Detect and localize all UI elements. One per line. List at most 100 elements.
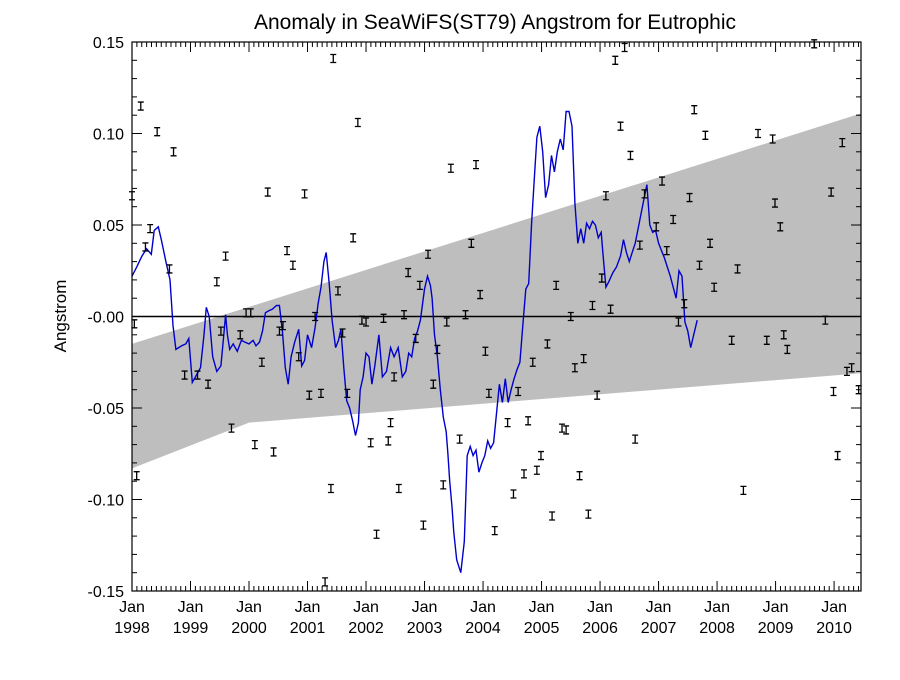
data-point-8	[170, 147, 177, 157]
x-tick-month-label: Jan	[119, 599, 145, 616]
data-point-114	[763, 335, 770, 345]
data-point-44	[380, 313, 387, 323]
data-point-112	[740, 485, 747, 495]
data-point-19	[251, 439, 258, 450]
data-point-26	[289, 260, 296, 270]
data-point-95	[632, 434, 639, 444]
data-point-40	[358, 315, 365, 325]
data-point-121	[822, 315, 829, 325]
data-point-94	[627, 150, 634, 161]
data-point-104	[686, 192, 693, 203]
data-point-105	[691, 105, 698, 115]
data-point-43	[373, 529, 380, 539]
data-point-51	[412, 333, 419, 344]
data-point-100	[663, 245, 670, 256]
data-point-74	[533, 465, 540, 475]
data-point-10	[194, 370, 201, 380]
data-point-63	[473, 159, 480, 170]
data-point-53	[420, 520, 427, 530]
data-point-58	[443, 317, 450, 327]
x-tick-month-label: Jan	[646, 599, 672, 616]
data-point-62	[468, 238, 475, 248]
data-point-39	[354, 117, 361, 128]
data-point-22	[270, 447, 277, 457]
data-point-23	[276, 326, 283, 336]
y-axis-title: Angstrom	[51, 280, 70, 353]
data-point-119	[784, 344, 791, 355]
x-tick-month-label: Jan	[178, 599, 204, 616]
data-point-42	[367, 438, 374, 448]
data-point-69	[510, 489, 517, 499]
data-point-91	[612, 55, 619, 65]
data-point-32	[322, 577, 329, 587]
x-tick-month-label: Jan	[529, 599, 555, 616]
x-tick-year-label: 2008	[699, 620, 735, 637]
data-point-86	[589, 300, 596, 311]
data-point-127	[848, 363, 855, 373]
x-tick-month-label: Jan	[470, 599, 496, 616]
data-point-79	[559, 423, 566, 433]
x-tick-year-label: 2009	[758, 620, 794, 637]
data-point-37	[344, 388, 351, 399]
data-point-46	[387, 417, 394, 428]
x-tick-year-label: 1999	[173, 620, 209, 637]
data-point-77	[549, 511, 556, 521]
x-tick-month-label: Jan	[587, 599, 613, 616]
data-point-109	[711, 282, 718, 292]
data-point-30	[312, 311, 319, 322]
data-point-83	[576, 471, 583, 481]
data-point-117	[777, 222, 784, 232]
data-point-7	[166, 264, 173, 274]
data-point-103	[681, 299, 688, 309]
data-point-45	[385, 436, 392, 446]
data-point-16	[237, 330, 244, 340]
data-point-106	[696, 260, 703, 270]
y-tick-label: -0.05	[88, 401, 125, 418]
data-point-61	[462, 310, 469, 320]
data-point-56	[434, 344, 441, 355]
data-point-24	[279, 321, 286, 331]
data-point-97	[641, 189, 648, 199]
data-point-75	[537, 450, 544, 461]
data-point-13	[217, 326, 224, 336]
x-tick-month-label: Jan	[236, 599, 262, 616]
y-tick-label: 0.15	[93, 35, 124, 52]
data-point-124	[834, 450, 841, 461]
x-tick-year-label: 2004	[465, 620, 501, 637]
data-point-116	[771, 198, 778, 208]
data-point-48	[395, 483, 402, 494]
data-point-111	[734, 264, 741, 274]
data-point-65	[482, 346, 489, 356]
x-tick-year-label: 1998	[114, 620, 150, 637]
data-point-18	[247, 308, 254, 318]
data-point-122	[828, 187, 835, 197]
x-tick-month-label: Jan	[353, 599, 379, 616]
data-point-87	[594, 390, 601, 400]
data-point-118	[780, 330, 787, 340]
data-point-21	[264, 187, 271, 197]
data-point-59	[447, 163, 454, 173]
data-point-80	[563, 425, 570, 435]
y-tick-label: -0.10	[88, 493, 125, 510]
data-point-27	[295, 352, 302, 362]
data-point-9	[181, 370, 188, 380]
data-point-92	[617, 121, 624, 131]
data-point-78	[553, 280, 560, 291]
y-tick-label: 0.05	[93, 218, 124, 235]
data-point-84	[580, 353, 587, 364]
y-tick-label: -0.15	[88, 584, 125, 601]
data-point-68	[504, 417, 511, 428]
data-point-35	[334, 286, 341, 296]
data-point-89	[602, 191, 609, 201]
data-point-107	[702, 130, 709, 140]
plot-layer: 0.150.100.05-0.00-0.05-0.10-0.15Jan1998J…	[88, 35, 862, 637]
data-point-110	[728, 335, 735, 345]
data-point-55	[430, 379, 437, 389]
data-point-66	[485, 388, 492, 399]
data-point-108	[707, 238, 714, 248]
data-point-123	[830, 386, 837, 397]
data-point-113	[755, 128, 762, 139]
data-point-76	[544, 339, 551, 349]
smoothed-series-line	[131, 110, 698, 573]
data-point-11	[205, 379, 212, 389]
